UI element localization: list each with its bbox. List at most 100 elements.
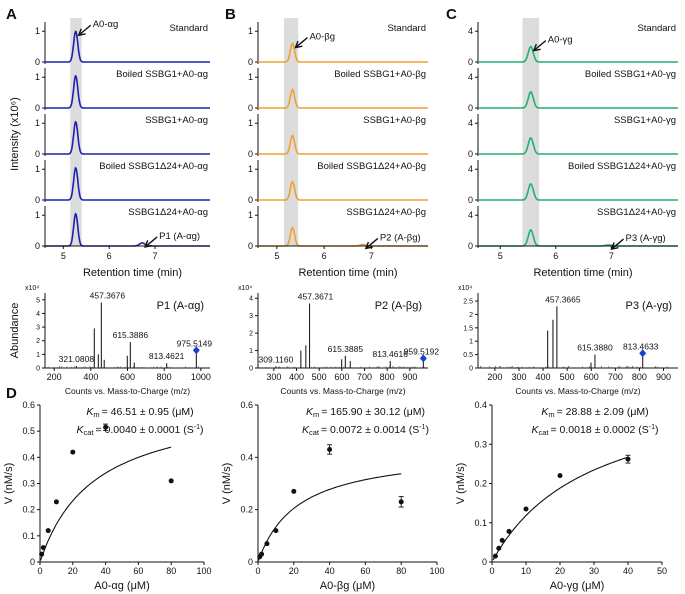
trace: 0 4 SSBG1Δ24+A0-γg P3 (A-γg): [468, 206, 678, 251]
y-tick-label: 0: [248, 241, 253, 251]
x-tick-label: 800: [380, 372, 395, 382]
peak-annotation: A0-αg: [93, 19, 119, 30]
x-tick-label: 0: [37, 566, 42, 576]
y-tick-label: 1: [469, 339, 473, 346]
y-axis-title: V (nM/s): [3, 463, 15, 505]
chromatogram-panel-B: 0 1 Standard A0-βg 0 1 Boiled SSBG1+A0-βg 0 1 SSB…: [248, 18, 428, 279]
y-axis-title: V (nM/s): [455, 463, 467, 505]
km-symbol: K: [541, 406, 549, 418]
panel-letter: B: [225, 6, 236, 23]
trace: 0 1 Boiled SSBG1Δ24+A0-αg: [35, 160, 210, 205]
y-tick-label: 0: [36, 366, 40, 373]
trace-label: SSBG1Δ24+A0-γg: [597, 207, 676, 218]
trace: 0 4 Boiled SSBG1Δ24+A0-γg: [468, 160, 678, 205]
x-tick-label: 1000: [191, 372, 211, 382]
x-tick-label: 100: [429, 566, 444, 576]
annotation-arrowhead: [610, 242, 619, 251]
annotation-arrow: [295, 37, 308, 49]
peak-label: 615.3885: [328, 344, 364, 354]
peak-label: 975.5149: [177, 338, 213, 348]
peak-marker: [192, 346, 200, 355]
trace-line: [45, 166, 210, 201]
y-tick-label: 4: [468, 164, 473, 174]
y-tick-label: 0: [35, 149, 40, 159]
kinetics-plot-2: 0 0.2 0.4 0.6 0 20 40 60 80 100 A0-βg (μM) V (nM/s)…: [221, 400, 445, 592]
x-tick-label: 800: [157, 372, 172, 382]
trace: 0 1 SSBG1+A0-αg: [35, 114, 210, 159]
y-tick-label: 0: [35, 103, 40, 113]
y-tick-label: 0.1: [474, 518, 487, 528]
kcat-value: = 0.0040 ± 0.0001 (S: [96, 424, 194, 436]
fit-curve: [492, 456, 629, 561]
y-tick-label: 0.2: [22, 505, 35, 515]
km-text: Km = 46.51 ± 0.95 (μM): [86, 406, 193, 419]
x-tick-label: 10: [521, 566, 531, 576]
trace: 0 4 SSBG1+A0-γg: [468, 114, 678, 159]
peak-label: 615.3880: [577, 343, 613, 353]
trace-line: [45, 74, 210, 109]
trace-line: [478, 183, 678, 201]
kcat-close: ): [426, 424, 430, 436]
peak-annotation: A0-βg: [309, 32, 335, 43]
trace-line: [478, 91, 678, 109]
trace-label: Standard: [387, 23, 426, 34]
kcat-superscript: -1: [194, 424, 200, 431]
trace: 0 4 Boiled SSBG1+A0-γg: [468, 68, 678, 113]
x-tick-label: 6: [322, 251, 327, 261]
y-tick-label: 4: [468, 26, 473, 36]
kcat-value: = 0.0072 ± 0.0014 (S: [321, 424, 419, 436]
peak-label: 457.3676: [90, 291, 126, 301]
y-tick-label: 1: [35, 72, 40, 82]
x-tick-label: 600: [334, 372, 349, 382]
trace-label: Boiled SSBG1+A0-αg: [116, 69, 208, 80]
data-point: [53, 499, 59, 505]
x-axis-title: Retention time (min): [83, 267, 182, 279]
x-tick-label: 40: [325, 566, 335, 576]
x-tick-label: 300: [266, 372, 281, 382]
y-tick-label: 0.2: [474, 479, 487, 489]
x-tick-label: 400: [289, 372, 304, 382]
x-tick-label: 7: [609, 251, 614, 261]
trace-label: Boiled SSBG1+A0-γg: [585, 69, 676, 80]
x-axis-title: Counts vs. Mass-to-Charge (m/z): [515, 386, 640, 396]
y-tick-label: 5: [36, 297, 40, 304]
trace-line: [478, 137, 678, 155]
kcat-symbol: K: [76, 424, 84, 436]
data-point: [168, 478, 174, 484]
data-point: [492, 553, 498, 559]
data-point: [506, 528, 512, 534]
trace: 0 1 SSBG1+A0-βg: [248, 114, 428, 159]
data-point: [557, 473, 563, 479]
x-axis-title: A0-βg (μM): [320, 580, 375, 592]
trace: 0 1 Standard A0-αg: [35, 19, 210, 67]
x-axis-title: Counts vs. Mass-to-Charge (m/z): [65, 386, 190, 396]
x-tick-label: 400: [536, 372, 551, 382]
y-tick-label: 0.3: [22, 479, 35, 489]
peak-label: 615.3886: [113, 330, 149, 340]
y-tick-label: 0.6: [22, 400, 35, 410]
trace-label: Boiled SSBG1Δ24+A0-γg: [568, 161, 676, 172]
kcat-subscript: cat: [83, 428, 94, 437]
peak-marker: [639, 349, 647, 358]
km-value: = 165.90 ± 30.12 (μM): [321, 406, 425, 418]
y-tick-label: 1: [35, 26, 40, 36]
y-tick-label: 1: [248, 118, 253, 128]
trace-label: SSBG1Δ24+A0-αg: [128, 207, 208, 218]
y-tick-label: 0: [468, 195, 473, 205]
x-tick-label: 50: [657, 566, 667, 576]
y-tick-label: 0: [482, 557, 487, 567]
y-tick-label: 3: [36, 325, 40, 332]
data-point: [264, 541, 270, 547]
data-point: [273, 528, 279, 534]
annotation-arrowhead: [294, 40, 303, 49]
trace-label: SSBG1+A0-γg: [614, 115, 676, 126]
peak-label: 309.1160: [259, 354, 294, 364]
x-tick-label: 900: [656, 372, 671, 382]
y-tick-label: 2.5: [463, 299, 473, 306]
y-tick-label: 0: [35, 195, 40, 205]
x-tick-label: 300: [511, 372, 526, 382]
trace: 0 1 Boiled SSBG1+A0-αg: [35, 68, 210, 113]
annotation-arrow: [611, 238, 625, 250]
y-axis-title: V (nM/s): [221, 463, 233, 505]
x-tick-label: 20: [289, 566, 299, 576]
